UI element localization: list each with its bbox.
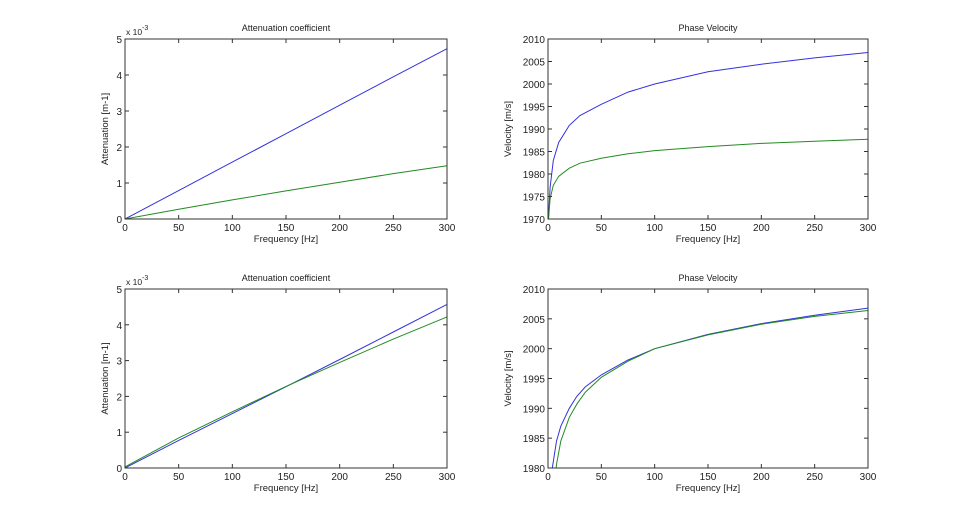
y-axis-label: Velocity [m/s] xyxy=(503,351,514,407)
y-tick-label: 1980 xyxy=(523,170,546,181)
x-tick-label: 150 xyxy=(278,223,295,234)
y-tick-label: 1985 xyxy=(523,148,546,159)
series-line-2 xyxy=(548,138,869,220)
x-tick-label: 100 xyxy=(646,472,663,483)
x-tick-label: 0 xyxy=(122,223,128,234)
subplot-2: 0 50 100 150 200 250 300 1970 1975 1980 1985 1990 19… xyxy=(503,23,877,245)
y-tick-label: 2000 xyxy=(523,80,546,91)
chart-title: Attenuation coefficient xyxy=(242,23,331,33)
y-exponent: -3 xyxy=(142,275,148,282)
plot-area xyxy=(548,289,868,468)
subplot-4: 0 50 100 150 200 250 300 1980 1985 1990 1995 2000 20… xyxy=(503,273,877,494)
x-tick-label: 0 xyxy=(545,223,551,234)
y-tick-label: 2005 xyxy=(523,315,546,326)
y-tick-label: 1990 xyxy=(523,125,546,136)
x-tick-label: 100 xyxy=(224,223,241,234)
y-tick-label: 1980 xyxy=(523,464,546,475)
x-tick-label: 300 xyxy=(439,472,456,483)
x-tick-label: 250 xyxy=(385,223,402,234)
x-axis-label: Frequency [Hz] xyxy=(676,483,740,494)
subplot-3: 0 50 100 150 200 250 300 0 1 2 3 4 5 Attenuation coef… xyxy=(100,273,456,494)
y-exponent-base: x 10 xyxy=(126,27,142,37)
x-tick-label: 100 xyxy=(646,223,663,234)
x-tick-label: 200 xyxy=(331,223,348,234)
x-tick-label: 0 xyxy=(122,472,128,483)
x-axis-label: Frequency [Hz] xyxy=(676,234,740,245)
x-tick-label: 300 xyxy=(860,223,877,234)
y-tick-label: 1975 xyxy=(523,193,546,204)
y-exponent: -3 xyxy=(142,25,148,32)
plot-area xyxy=(125,39,447,219)
x-tick-label: 50 xyxy=(596,223,608,234)
x-tick-label: 150 xyxy=(278,472,295,483)
x-axis-label: Frequency [Hz] xyxy=(254,483,318,494)
y-tick-label: 1 xyxy=(116,179,122,190)
y-tick-label: 1985 xyxy=(523,434,546,445)
x-tick-label: 300 xyxy=(860,472,877,483)
y-tick-label: 4 xyxy=(116,71,122,82)
plot-area xyxy=(548,39,868,219)
x-axis-label: Frequency [Hz] xyxy=(254,234,318,245)
y-tick-label: 0 xyxy=(116,464,122,475)
y-axis-label: Attenuation [m-1] xyxy=(100,342,111,414)
y-tick-label: 1970 xyxy=(523,215,546,226)
x-tick-label: 200 xyxy=(331,472,348,483)
y-tick-label: 2 xyxy=(116,392,122,403)
series-line-2 xyxy=(124,165,448,220)
y-tick-label: 4 xyxy=(116,321,122,332)
y-tick-label: 3 xyxy=(116,357,122,368)
y-tick-label: 2010 xyxy=(523,285,546,296)
x-tick-label: 50 xyxy=(596,472,608,483)
y-tick-label: 1995 xyxy=(523,375,546,386)
x-tick-label: 200 xyxy=(753,223,770,234)
x-tick-label: 200 xyxy=(753,472,770,483)
x-tick-label: 300 xyxy=(439,223,456,234)
y-tick-label: 2 xyxy=(116,143,122,154)
x-tick-label: 0 xyxy=(545,472,551,483)
x-tick-label: 100 xyxy=(224,472,241,483)
chart-title: Phase Velocity xyxy=(678,23,738,33)
x-tick-label: 150 xyxy=(700,472,717,483)
series-line-2 xyxy=(555,310,869,469)
x-tick-label: 150 xyxy=(700,223,717,234)
y-exponent-base: x 10 xyxy=(126,277,142,287)
y-tick-label: 5 xyxy=(116,285,122,296)
y-tick-label: 1995 xyxy=(523,103,546,114)
chart-title: Phase Velocity xyxy=(678,273,738,283)
series-line-1 xyxy=(124,48,448,220)
y-tick-label: 3 xyxy=(116,107,122,118)
y-tick-label: 0 xyxy=(116,215,122,226)
series-line-1 xyxy=(548,52,869,220)
series-line-1 xyxy=(551,307,869,469)
series-line-2 xyxy=(124,316,448,468)
y-tick-label: 5 xyxy=(116,35,122,46)
y-tick-label: 2000 xyxy=(523,345,546,356)
x-tick-label: 50 xyxy=(173,223,185,234)
x-tick-label: 250 xyxy=(806,223,823,234)
y-tick-label: 2010 xyxy=(523,35,546,46)
y-axis-label: Attenuation [m-1] xyxy=(100,93,111,165)
chart-title: Attenuation coefficient xyxy=(242,273,331,283)
y-tick-label: 1 xyxy=(116,428,122,439)
x-tick-label: 250 xyxy=(385,472,402,483)
y-tick-label: 2005 xyxy=(523,58,546,69)
y-axis-label: Velocity [m/s] xyxy=(503,101,514,157)
x-tick-label: 250 xyxy=(806,472,823,483)
x-tick-label: 50 xyxy=(173,472,185,483)
y-tick-label: 1990 xyxy=(523,404,546,415)
subplot-1: 0 50 100 150 200 250 300 0 1 2 3 4 5 Attenuation coef… xyxy=(100,23,456,245)
